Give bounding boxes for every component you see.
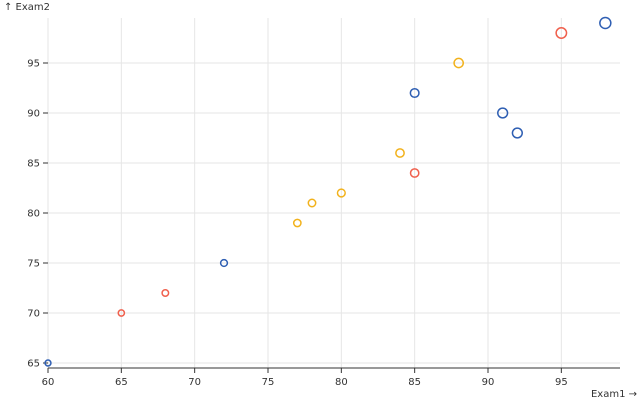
scatter-point <box>292 218 302 228</box>
grid <box>47 18 620 368</box>
x-tick-label: 75 <box>262 377 275 388</box>
x-tick-label: 95 <box>555 377 568 388</box>
y-tick-label: 90 <box>27 109 40 120</box>
scatter-point <box>117 309 126 317</box>
scatter-point <box>44 359 52 367</box>
y-tick-label: 85 <box>27 159 40 170</box>
scatter-point <box>409 168 420 178</box>
scatter-point <box>336 188 346 198</box>
y-tick-label: 80 <box>27 209 40 220</box>
data-points <box>44 16 612 367</box>
y-tick-label: 65 <box>27 359 40 370</box>
y-tick-label: 75 <box>27 259 40 270</box>
axes <box>43 62 620 373</box>
scatter-point <box>409 87 420 99</box>
y-axis-title: ↑ Exam2 <box>4 2 50 13</box>
y-tick-label: 70 <box>27 309 40 320</box>
scatter-point <box>307 198 317 208</box>
y-tick-label: 95 <box>27 59 40 70</box>
scatter-point <box>161 289 170 297</box>
scatter-point <box>497 107 509 119</box>
scatter-point <box>599 16 612 30</box>
x-tick-label: 70 <box>188 377 201 388</box>
x-axis-title: Exam1 → <box>591 389 637 400</box>
x-tick-label: 80 <box>335 377 348 388</box>
x-tick-label: 90 <box>482 377 495 388</box>
scatter-point <box>219 258 229 268</box>
scatter-point <box>453 57 465 69</box>
x-tick-label: 60 <box>42 377 55 388</box>
scatter-point <box>511 127 523 139</box>
scatter-point <box>555 27 568 39</box>
scatter-point <box>395 148 405 158</box>
x-tick-label: 65 <box>115 377 128 388</box>
x-tick-label: 85 <box>408 377 421 388</box>
